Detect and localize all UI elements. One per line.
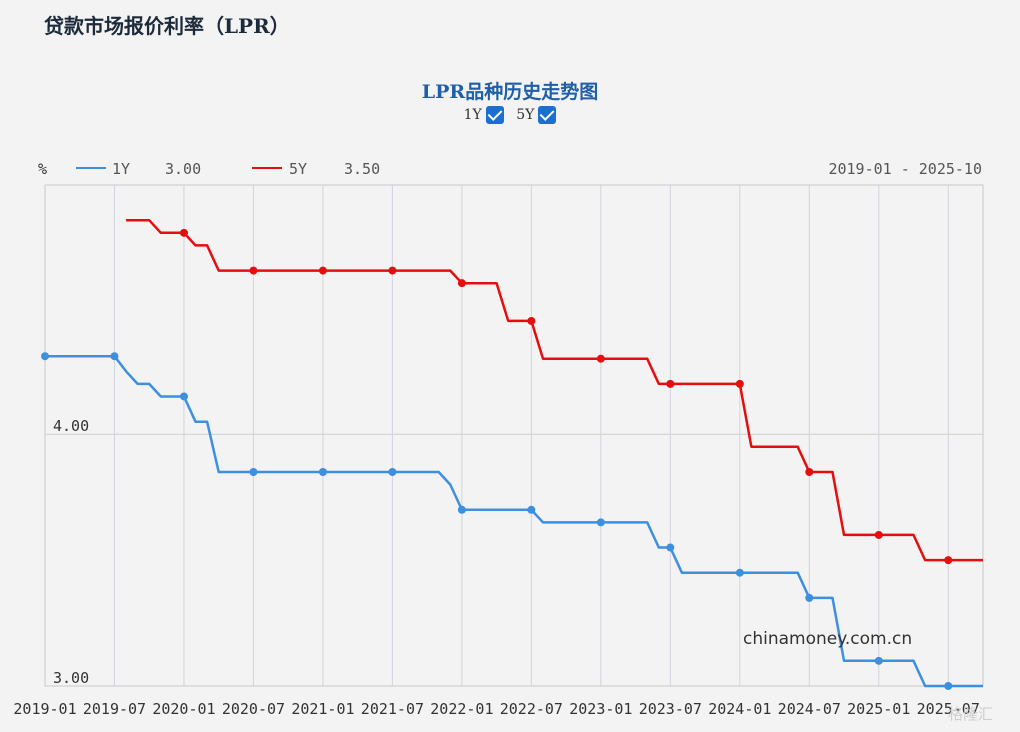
data-point-5y[interactable] <box>318 266 327 275</box>
brand-watermark: 格隆汇 <box>948 705 994 723</box>
data-point-1y[interactable] <box>41 352 49 361</box>
grid <box>44 185 983 687</box>
y-ticks: 4.00 3.00 <box>53 417 89 687</box>
data-point-5y[interactable] <box>388 266 397 275</box>
data-point-1y[interactable] <box>110 352 119 361</box>
data-point-1y[interactable] <box>457 505 466 514</box>
series <box>41 218 983 690</box>
data-point-5y[interactable] <box>874 530 883 539</box>
data-point-5y[interactable] <box>179 228 188 237</box>
legend-1y-name: 1Y <box>112 160 130 178</box>
data-point-5y[interactable] <box>666 379 675 388</box>
toggle-1y-label: 1Y <box>463 107 482 123</box>
x-tick-label: 2023-07 <box>639 700 702 718</box>
chart-title: LPR品种历史走势图 <box>421 81 599 103</box>
x-tick-label: 2019-07 <box>83 700 146 718</box>
toggle-5y[interactable]: 5Y <box>516 106 557 124</box>
x-tick-label: 2021-01 <box>291 700 354 718</box>
x-tick-label: 2024-07 <box>778 700 841 718</box>
x-tick-label: 2023-01 <box>569 700 632 718</box>
y-unit-label: % <box>38 160 47 178</box>
y-tick-label: 3.00 <box>53 669 89 687</box>
page-title: 贷款市场报价利率（LPR） <box>44 14 290 38</box>
data-point-5y[interactable] <box>249 266 258 275</box>
data-point-5y[interactable] <box>457 279 466 288</box>
data-point-5y[interactable] <box>596 354 605 363</box>
y-tick-label: 4.00 <box>53 417 89 435</box>
data-point-1y[interactable] <box>735 568 744 577</box>
x-ticks: 2019-01 2019-07 2020-01 2020-07 2021-01 2021-… <box>13 700 979 718</box>
toggle-1y[interactable]: 1Y <box>464 106 504 124</box>
data-point-1y[interactable] <box>596 518 605 527</box>
toggle-5y-label: 5Y <box>516 107 535 123</box>
plot-frame <box>44 184 984 687</box>
x-tick-label: 2022-01 <box>430 700 493 718</box>
series-line-5y <box>126 218 983 562</box>
x-tick-label: 2024-01 <box>708 700 771 718</box>
source-watermark: chinamoney.com.cn <box>743 629 912 649</box>
data-point-1y[interactable] <box>179 392 188 401</box>
legend-1y[interactable]: 1Y 3.00 <box>76 160 201 178</box>
checkbox-5y[interactable] <box>538 106 557 124</box>
checkbox-1y[interactable] <box>485 106 504 124</box>
data-point-5y[interactable] <box>805 468 814 477</box>
data-point-1y[interactable] <box>944 682 953 690</box>
x-tick-label: 2025-07 <box>917 700 980 718</box>
x-tick-label: 2019-01 <box>13 700 76 718</box>
data-point-5y[interactable] <box>735 379 744 388</box>
data-point-1y[interactable] <box>666 543 675 552</box>
data-point-5y[interactable] <box>527 316 536 325</box>
x-tick-label: 2022-07 <box>500 700 563 718</box>
x-tick-label: 2020-07 <box>222 700 285 718</box>
data-point-1y[interactable] <box>805 593 814 602</box>
data-point-1y[interactable] <box>874 656 883 665</box>
data-point-5y[interactable] <box>944 556 953 565</box>
x-tick-label: 2025-01 <box>847 700 910 718</box>
date-range: 2019-01 - 2025-10 <box>828 160 982 178</box>
x-tick-label: 2020-01 <box>152 700 215 718</box>
series-toggles: 1Y 5Y <box>0 106 1020 124</box>
data-point-1y[interactable] <box>318 468 327 477</box>
data-point-1y[interactable] <box>249 468 258 477</box>
legend-5y-name: 5Y <box>289 160 307 178</box>
legend-5y[interactable]: 5Y 3.50 <box>252 160 380 178</box>
data-point-1y[interactable] <box>527 505 536 514</box>
legend-1y-value: 3.00 <box>165 160 201 178</box>
data-point-1y[interactable] <box>388 468 397 477</box>
x-tick-label: 2021-07 <box>361 700 424 718</box>
legend-5y-value: 3.50 <box>344 160 380 178</box>
